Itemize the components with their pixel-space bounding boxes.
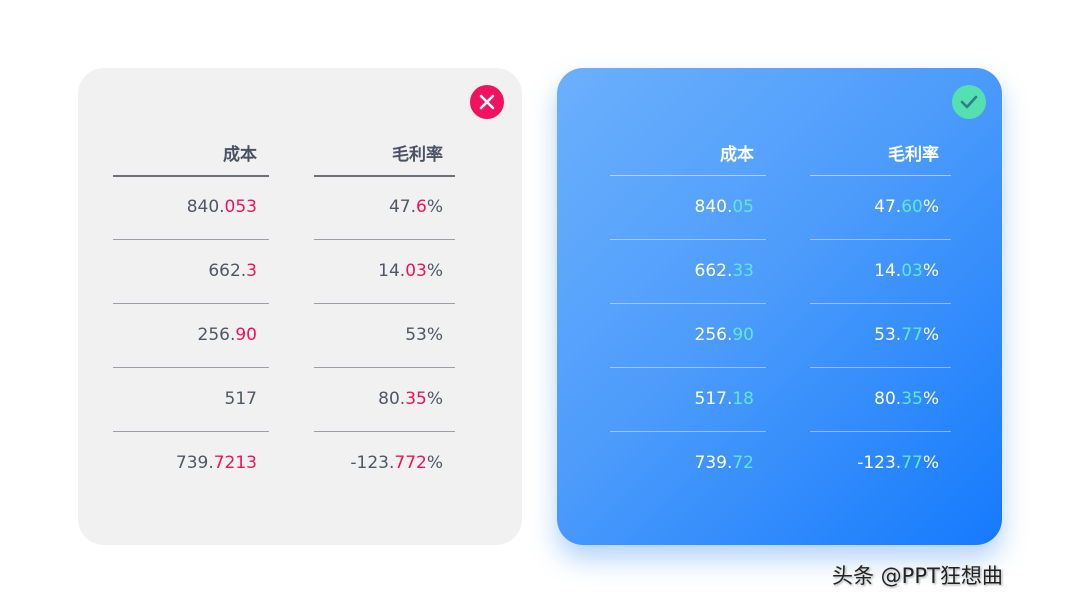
cost-cell: 739.7213 bbox=[176, 453, 257, 473]
header-divider bbox=[810, 175, 951, 176]
margin-value-suffix: % bbox=[922, 325, 939, 345]
row-divider bbox=[113, 431, 269, 432]
cost-header: 成本 bbox=[223, 145, 257, 165]
margin-value-acc: 35 bbox=[901, 389, 923, 409]
margin-value-suffix: % bbox=[426, 261, 443, 281]
row-divider bbox=[314, 367, 455, 368]
cost-value-acc: 18 bbox=[732, 389, 754, 409]
cost-value-main: 840. bbox=[694, 197, 733, 217]
cost-value-acc: 90 bbox=[235, 325, 257, 345]
cost-cell: 517.18 bbox=[695, 389, 755, 409]
cost-cell: 662.33 bbox=[695, 261, 755, 281]
row-divider bbox=[610, 367, 766, 368]
margin-value-main: 14. bbox=[378, 261, 406, 281]
row-divider bbox=[810, 367, 951, 368]
margin-value-suffix: % bbox=[922, 453, 939, 473]
cost-value-main: 517 bbox=[224, 389, 257, 409]
row-divider bbox=[314, 303, 455, 304]
margin-header: 毛利率 bbox=[392, 145, 443, 165]
margin-value-acc: 772 bbox=[394, 453, 427, 473]
margin-value-suffix: % bbox=[426, 389, 443, 409]
cost-value-acc: 33 bbox=[732, 261, 754, 281]
cost-cell: 256.90 bbox=[695, 325, 755, 345]
row-divider bbox=[113, 367, 269, 368]
cost-value-main: 662. bbox=[208, 261, 247, 281]
watermark: 头条 @PPT狂想曲 bbox=[832, 564, 1003, 588]
header-divider bbox=[610, 175, 766, 176]
bad-example-card: 成本 840.053 662.3 256.90 517 739.7213 毛利率 47.… bbox=[78, 68, 522, 545]
margin-value-main: 80. bbox=[874, 389, 902, 409]
margin-value-acc: 6 bbox=[416, 197, 427, 217]
cost-cell: 517 bbox=[225, 389, 257, 409]
margin-cell: 14.03% bbox=[874, 261, 939, 281]
margin-value-suffix: % bbox=[426, 197, 443, 217]
cost-value-acc: 72 bbox=[732, 453, 754, 473]
margin-value-main: 53. bbox=[874, 325, 902, 345]
margin-value-acc: 77 bbox=[901, 325, 923, 345]
row-divider bbox=[610, 303, 766, 304]
good-example-card: 成本 840.05 662.33 256.90 517.18 739.72 毛利率 47… bbox=[557, 68, 1002, 545]
margin-cell: 53% bbox=[405, 325, 443, 345]
cost-value-acc: 7213 bbox=[213, 453, 257, 473]
cost-value-main: 739. bbox=[175, 453, 214, 473]
check-icon bbox=[952, 85, 986, 119]
row-divider bbox=[810, 303, 951, 304]
cost-value-main: 517. bbox=[694, 389, 733, 409]
row-divider bbox=[113, 239, 269, 240]
cost-value-main: 256. bbox=[197, 325, 236, 345]
margin-value-main: 14. bbox=[874, 261, 902, 281]
cost-value-acc: 3 bbox=[246, 261, 257, 281]
margin-cell: -123.772% bbox=[350, 453, 443, 473]
margin-cell: 80.35% bbox=[874, 389, 939, 409]
cost-cell: 662.3 bbox=[208, 261, 257, 281]
row-divider bbox=[314, 431, 455, 432]
cost-value-main: 739. bbox=[694, 453, 733, 473]
margin-value-acc: 03 bbox=[901, 261, 923, 281]
cost-cell: 256.90 bbox=[198, 325, 258, 345]
cost-value-acc: 053 bbox=[224, 197, 257, 217]
margin-header: 毛利率 bbox=[888, 145, 939, 165]
cost-value-main: 840. bbox=[186, 197, 225, 217]
cost-header: 成本 bbox=[720, 145, 754, 165]
margin-value-main: 47. bbox=[874, 197, 902, 217]
margin-value-suffix: % bbox=[922, 197, 939, 217]
cost-value-main: 256. bbox=[694, 325, 733, 345]
margin-value-main: -123. bbox=[350, 453, 395, 473]
cost-value-acc: 05 bbox=[732, 197, 754, 217]
margin-value-suffix: % bbox=[426, 453, 443, 473]
row-divider bbox=[810, 239, 951, 240]
row-divider bbox=[113, 303, 269, 304]
margin-value-main: 53% bbox=[405, 325, 443, 345]
header-divider bbox=[113, 175, 269, 177]
margin-value-main: -123. bbox=[857, 453, 902, 473]
margin-cell: 47.60% bbox=[874, 197, 939, 217]
cost-cell: 739.72 bbox=[695, 453, 755, 473]
margin-value-suffix: % bbox=[922, 389, 939, 409]
margin-cell: 80.35% bbox=[378, 389, 443, 409]
margin-value-main: 80. bbox=[378, 389, 406, 409]
margin-value-acc: 35 bbox=[405, 389, 427, 409]
row-divider bbox=[314, 239, 455, 240]
row-divider bbox=[610, 431, 766, 432]
margin-value-acc: 03 bbox=[405, 261, 427, 281]
margin-cell: -123.77% bbox=[857, 453, 939, 473]
row-divider bbox=[810, 431, 951, 432]
header-divider bbox=[314, 175, 455, 177]
margin-value-main: 47. bbox=[388, 197, 417, 217]
margin-value-acc: 60 bbox=[901, 197, 923, 217]
cost-cell: 840.05 bbox=[695, 197, 755, 217]
margin-value-suffix: % bbox=[922, 261, 939, 281]
margin-cell: 53.77% bbox=[874, 325, 939, 345]
margin-cell: 14.03% bbox=[378, 261, 443, 281]
margin-cell: 47.6% bbox=[389, 197, 443, 217]
margin-value-acc: 77 bbox=[901, 453, 923, 473]
cost-value-acc: 90 bbox=[732, 325, 754, 345]
row-divider bbox=[610, 239, 766, 240]
cost-cell: 840.053 bbox=[187, 197, 257, 217]
close-icon bbox=[470, 85, 504, 119]
cost-value-main: 662. bbox=[694, 261, 733, 281]
